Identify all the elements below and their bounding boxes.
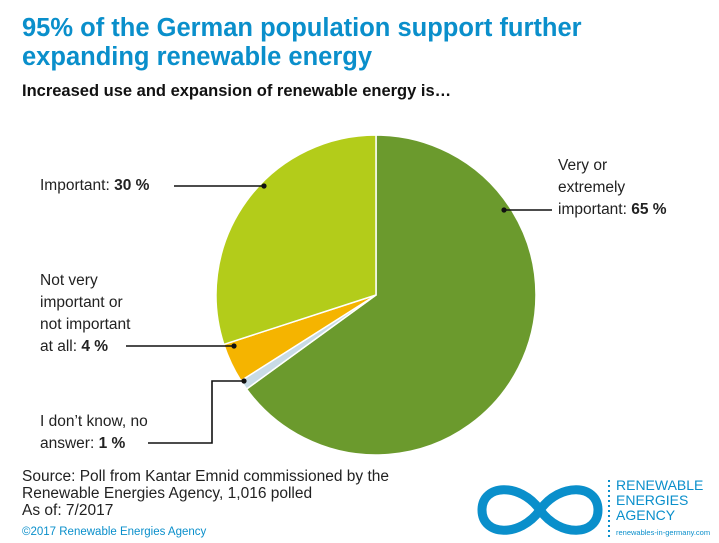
infinity-icon	[477, 485, 603, 535]
leader-lines	[126, 185, 552, 444]
label-dontknow-line1: I don’t know, no	[40, 413, 148, 430]
title-line-2: expanding renewable energy	[22, 43, 373, 71]
label-important-text: Important:	[40, 177, 110, 194]
label-very-line1: Very or	[558, 157, 608, 174]
logo-wordmark: RENEWABLE ENERGIES AGENCY	[616, 478, 703, 523]
label-notvery-text: at all:	[40, 338, 78, 355]
label-notvery-line2: important or	[40, 294, 123, 311]
logo-line1: RENEWABLE	[616, 477, 704, 493]
label-very-important: Very or extremely important: 65 %	[558, 155, 667, 221]
leader-dot-very	[501, 207, 507, 213]
leader-dot-notvery	[231, 343, 237, 349]
label-dontknow-value: 1 %	[98, 435, 126, 452]
copyright: ©2017 Renewable Energies Agency	[22, 526, 207, 538]
label-very-value: 65 %	[631, 201, 667, 218]
label-dontknow-text: answer:	[40, 435, 95, 452]
label-very-line3: important: 65 %	[558, 199, 667, 221]
pie-slice-very-important	[245, 134, 537, 456]
chart-subtitle: Increased use and expansion of renewable…	[22, 82, 452, 100]
label-important: Important: 30 %	[40, 175, 149, 197]
label-dontknow-line2: answer: 1 %	[40, 433, 148, 455]
pie-slices	[215, 134, 537, 456]
chart-title: 95% of the German population support fur…	[22, 14, 702, 72]
pie-slice-important	[215, 134, 377, 346]
label-notvery-line1: Not very	[40, 272, 98, 289]
label-very-text: important:	[558, 201, 627, 218]
leader-dot-important	[261, 183, 267, 189]
source-line1: Source: Poll from Kantar Emnid commissio…	[22, 468, 389, 485]
label-notvery-line4: at all: 4 %	[40, 336, 130, 358]
leader-line-dontknow	[148, 380, 244, 444]
label-notvery-value: 4 %	[81, 338, 109, 355]
logo-line3: AGENCY	[616, 507, 676, 523]
label-notvery-line3: not important	[40, 316, 131, 333]
leader-dots	[231, 183, 507, 384]
leader-dot-dontknow	[241, 378, 247, 384]
title-line-1: 95% of the German population support fur…	[22, 14, 582, 42]
label-important-value: 30 %	[114, 177, 150, 194]
logo-url: renewables-in-germany.com	[616, 528, 711, 537]
label-not-very-important: Not very important or not important at a…	[40, 270, 130, 358]
logo-line2: ENERGIES	[616, 492, 689, 508]
label-dont-know: I don’t know, no answer: 1 %	[40, 411, 148, 455]
source-note: Source: Poll from Kantar Emnid commissio…	[22, 468, 389, 519]
source-line2: Renewable Energies Agency, 1,016 polled	[22, 485, 313, 502]
label-very-line2: extremely	[558, 179, 626, 196]
source-line3: As of: 7/2017	[22, 502, 114, 519]
